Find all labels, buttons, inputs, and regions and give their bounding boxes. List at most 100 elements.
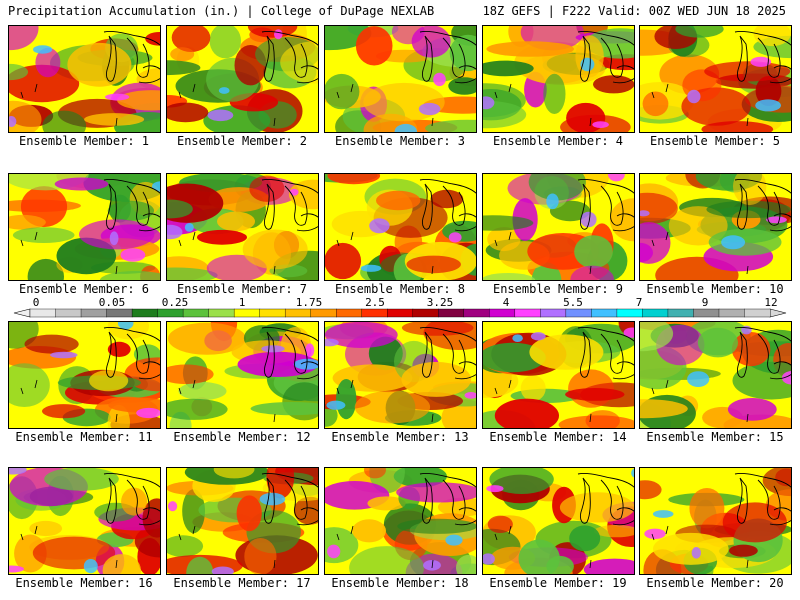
- ensemble-member-label: Ensemble Member: 19: [489, 576, 627, 590]
- colorbar-swatch: [744, 308, 771, 318]
- colorbar-swatch: [642, 308, 669, 318]
- colorbar-swatch: [157, 308, 184, 318]
- precip-field: [167, 26, 318, 132]
- colorbar-max-arrow: [769, 308, 787, 318]
- colorbar-swatch: [29, 308, 57, 318]
- map-panel: [639, 25, 792, 133]
- ensemble-member-label: Ensemble Member: 16: [15, 576, 153, 590]
- great-lakes-outline: [261, 327, 318, 380]
- ensemble-member-label: Ensemble Member: 10: [646, 282, 784, 296]
- ensemble-member-label: Ensemble Member: 6: [18, 282, 150, 296]
- map-panel: [639, 173, 792, 281]
- map-panel: [166, 321, 319, 429]
- great-lakes-outline: [103, 473, 160, 526]
- colorbar-swatch: [284, 308, 312, 318]
- colorbar-swatch: [361, 308, 388, 318]
- great-lakes-outline: [734, 31, 791, 84]
- colorbar-swatch: [463, 308, 490, 318]
- great-lakes-outline: [103, 31, 160, 84]
- ensemble-member-label: Ensemble Member: 14: [489, 430, 627, 444]
- great-lakes-outline: [419, 327, 476, 380]
- colorbar-swatch: [489, 308, 516, 318]
- precip-field: [483, 26, 634, 132]
- ensemble-member-label: Ensemble Member: 3: [334, 134, 466, 148]
- ensemble-member-label: Ensemble Member: 4: [492, 134, 624, 148]
- colorbar-tick-label: 7: [636, 296, 643, 309]
- colorbar-tick-label: 1.75: [296, 296, 323, 309]
- colorbar-swatch: [80, 308, 108, 318]
- great-lakes-outline: [577, 327, 634, 380]
- precip-field: [325, 322, 476, 428]
- great-lakes-outline: [261, 473, 318, 526]
- great-lakes-outline: [103, 327, 160, 380]
- map-panel: [166, 173, 319, 281]
- ensemble-member-label: Ensemble Member: 13: [331, 430, 469, 444]
- precip-field: [483, 322, 634, 428]
- run-info: 18Z GEFS | F222 Valid: 00Z WED JUN 18 20…: [482, 4, 786, 18]
- ensemble-member-label: Ensemble Member: 8: [334, 282, 466, 296]
- precip-field: [167, 322, 318, 428]
- precip-field: [640, 322, 791, 428]
- ensemble-member-label: Ensemble Member: 2: [176, 134, 308, 148]
- colorbar-tick-label: 0.05: [99, 296, 126, 309]
- map-panel: [8, 321, 161, 429]
- map-panel: [324, 321, 477, 429]
- ensemble-member-label: Ensemble Member: 7: [176, 282, 308, 296]
- great-lakes-outline: [419, 473, 476, 526]
- map-panel: [482, 25, 635, 133]
- colorbar-tick-label: 2.5: [365, 296, 385, 309]
- precip-field: [167, 174, 318, 280]
- colorbar-tick-label: 4: [503, 296, 510, 309]
- precip-field: [640, 468, 791, 574]
- colorbar-swatch: [259, 308, 286, 318]
- map-panel: [166, 467, 319, 575]
- colorbar-swatch: [438, 308, 465, 318]
- ensemble-member-label: Ensemble Member: 18: [331, 576, 469, 590]
- precip-field: [167, 468, 318, 574]
- map-panel: [482, 173, 635, 281]
- colorbar-tick-label: 1: [239, 296, 246, 309]
- map-panel: [324, 25, 477, 133]
- map-panel: [639, 467, 792, 575]
- map-panel: [324, 173, 477, 281]
- colorbar-swatch: [233, 308, 261, 318]
- precip-field: [9, 26, 160, 132]
- colorbar-swatch: [131, 308, 159, 318]
- map-panel: [324, 467, 477, 575]
- colorbar-tick-label: 9: [702, 296, 709, 309]
- precip-field: [9, 174, 160, 280]
- precip-field: [640, 174, 791, 280]
- colorbar-swatch: [182, 308, 210, 318]
- map-panel: [8, 25, 161, 133]
- precip-field: [483, 468, 634, 574]
- great-lakes-outline: [103, 179, 160, 232]
- great-lakes-outline: [577, 179, 634, 232]
- colorbar-svg: 0 0.05 0.25 1 1.75 2.5 3.25 4 5.5 7 9 12: [13, 296, 787, 318]
- great-lakes-outline: [734, 473, 791, 526]
- precip-field: [483, 174, 634, 280]
- ensemble-member-label: Ensemble Member: 17: [173, 576, 311, 590]
- colorbar-swatch: [336, 308, 363, 318]
- colorbar-swatch: [412, 308, 439, 318]
- colorbar-swatch: [565, 308, 592, 318]
- map-panel: [639, 321, 792, 429]
- great-lakes-outline: [261, 179, 318, 232]
- great-lakes-outline: [577, 31, 634, 84]
- great-lakes-outline: [577, 473, 634, 526]
- map-panel: [482, 321, 635, 429]
- colorbar-swatch: [106, 308, 133, 318]
- colorbar-swatch: [208, 308, 235, 318]
- precip-field: [9, 468, 160, 574]
- colorbar-swatch: [591, 308, 618, 318]
- precip-field: [325, 468, 476, 574]
- ensemble-member-label: Ensemble Member: 5: [649, 134, 781, 148]
- colorbar-tick-label: 0.25: [162, 296, 189, 309]
- colorbar-tick-label: 0: [33, 296, 40, 309]
- ensemble-member-label: Ensemble Member: 1: [18, 134, 150, 148]
- great-lakes-outline: [734, 327, 791, 380]
- colorbar-swatch: [616, 308, 643, 318]
- colorbar-tick-label: 12: [764, 296, 777, 309]
- colorbar-swatch: [514, 308, 541, 318]
- map-panel: [8, 173, 161, 281]
- ensemble-member-label: Ensemble Member: 20: [646, 576, 784, 590]
